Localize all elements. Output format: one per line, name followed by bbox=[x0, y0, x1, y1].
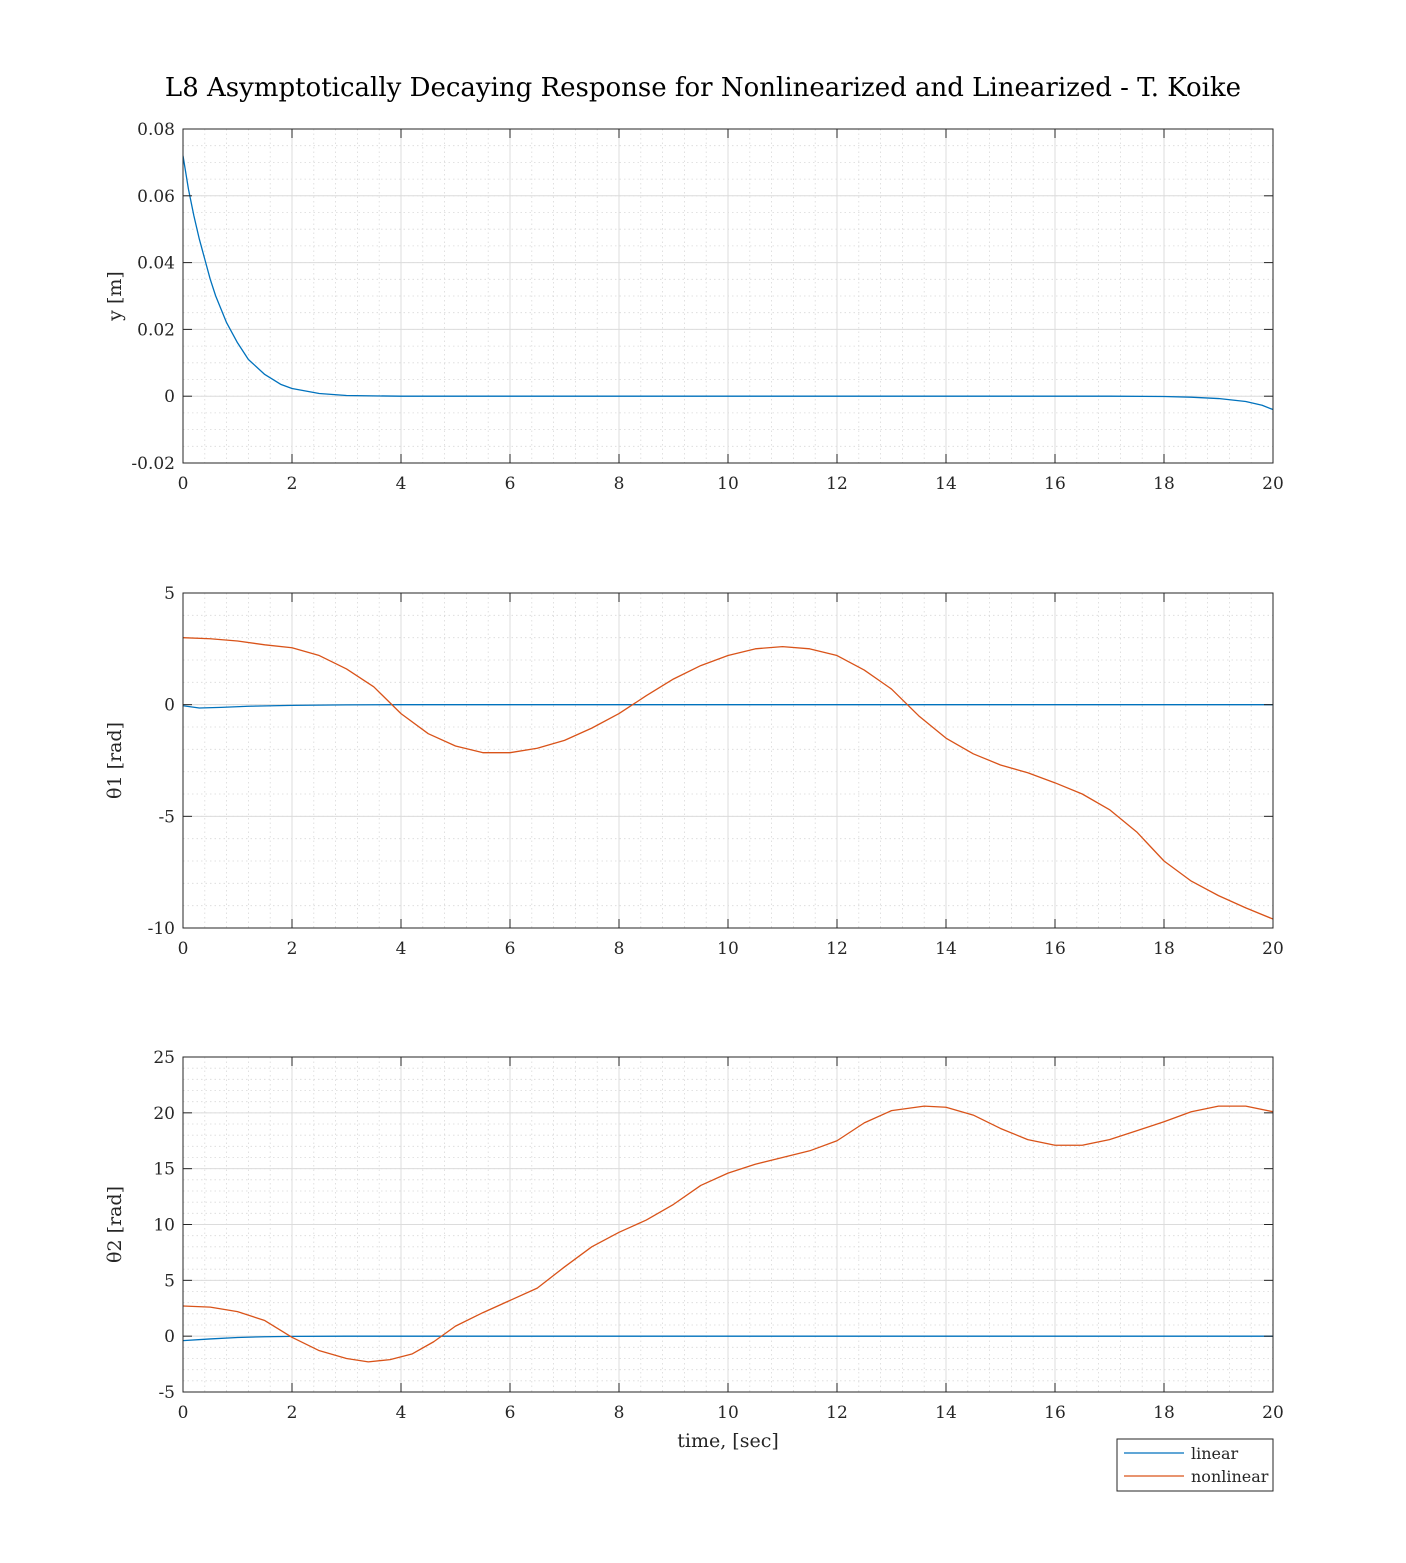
x-tick-label: 20 bbox=[1262, 1403, 1284, 1423]
y-tick-label: -5 bbox=[158, 1383, 175, 1403]
y-tick-label: 20 bbox=[153, 1104, 175, 1124]
x-tick-label: 14 bbox=[935, 474, 957, 494]
y-axis-label-theta2: θ2 [rad] bbox=[104, 1186, 126, 1263]
figure-title: L8 Asymptotically Decaying Response for … bbox=[165, 73, 1241, 103]
x-tick-label: 16 bbox=[1044, 474, 1066, 494]
series-line-nonlinear-theta1 bbox=[183, 637, 1273, 920]
x-tick-label: 4 bbox=[396, 474, 407, 494]
subplot-theta1: 0 2 4 6 8 10 12 14 16 18 20 -10 -5 0 5 θ1 [rad] bbox=[104, 584, 1284, 959]
series-line-linear-y bbox=[183, 155, 1273, 411]
legend-label-linear: linear bbox=[1191, 1444, 1239, 1463]
x-tick-label: 8 bbox=[614, 474, 625, 494]
x-tick-label: 2 bbox=[287, 474, 298, 494]
x-tick-label: 20 bbox=[1262, 939, 1284, 959]
x-tick-label: 14 bbox=[935, 939, 957, 959]
y-tick-label: 15 bbox=[153, 1160, 175, 1180]
x-tick-label: 2 bbox=[287, 939, 298, 959]
y-tick-label: 0 bbox=[164, 387, 175, 407]
legend-label-nonlinear: nonlinear bbox=[1191, 1467, 1269, 1486]
x-tick-label: 12 bbox=[826, 939, 848, 959]
x-tick-label: 6 bbox=[505, 939, 516, 959]
x-tick-label: 16 bbox=[1044, 939, 1066, 959]
series-line-nonlinear-theta2 bbox=[183, 1105, 1273, 1363]
x-tick-label: 6 bbox=[505, 1403, 516, 1423]
x-tick-label: 6 bbox=[505, 474, 516, 494]
x-tick-label: 18 bbox=[1153, 474, 1175, 494]
x-tick-label: 12 bbox=[826, 1403, 848, 1423]
x-axis-label: time, [sec] bbox=[677, 1430, 779, 1452]
y-tick-label: 5 bbox=[164, 1271, 175, 1291]
x-tick-label: 0 bbox=[178, 1403, 189, 1423]
x-tick-label: 10 bbox=[717, 939, 739, 959]
y-tick-label: 25 bbox=[153, 1048, 175, 1068]
y-tick-label: 0.06 bbox=[137, 187, 175, 207]
y-tick-label: -5 bbox=[158, 807, 175, 827]
x-tick-label: 4 bbox=[396, 1403, 407, 1423]
x-tick-label: 0 bbox=[178, 474, 189, 494]
y-tick-label: 0 bbox=[164, 696, 175, 716]
y-tick-label: 10 bbox=[153, 1216, 175, 1236]
x-tick-label: 8 bbox=[614, 939, 625, 959]
x-tick-label: 2 bbox=[287, 1403, 298, 1423]
series-line-linear-theta2 bbox=[183, 1335, 1273, 1342]
x-tick-label: 4 bbox=[396, 939, 407, 959]
x-tick-label: 10 bbox=[717, 474, 739, 494]
y-tick-label: 0.02 bbox=[137, 320, 175, 340]
x-tick-label: 0 bbox=[178, 939, 189, 959]
x-tick-label: 8 bbox=[614, 1403, 625, 1423]
y-tick-label: -10 bbox=[148, 919, 175, 939]
y-tick-label: 0.04 bbox=[137, 254, 175, 274]
x-tick-label: 14 bbox=[935, 1403, 957, 1423]
y-tick-label: 0.08 bbox=[137, 120, 175, 140]
y-tick-label: 0 bbox=[164, 1327, 175, 1347]
y-tick-label: 5 bbox=[164, 584, 175, 604]
x-tick-label: 10 bbox=[717, 1403, 739, 1423]
x-tick-label: 12 bbox=[826, 474, 848, 494]
y-axis-label-y: y [m] bbox=[104, 271, 126, 322]
x-tick-label: 18 bbox=[1153, 1403, 1175, 1423]
y-tick-label: -0.02 bbox=[131, 454, 175, 474]
x-tick-label: 20 bbox=[1262, 474, 1284, 494]
x-tick-label: 18 bbox=[1153, 939, 1175, 959]
y-axis-label-theta1: θ1 [rad] bbox=[104, 722, 126, 799]
legend: linear nonlinear bbox=[1116, 1438, 1274, 1492]
x-tick-label: 16 bbox=[1044, 1403, 1066, 1423]
subplot-y: 0 2 4 6 8 10 12 14 16 18 20-0.0200.020.040.060.08y… bbox=[104, 120, 1284, 494]
